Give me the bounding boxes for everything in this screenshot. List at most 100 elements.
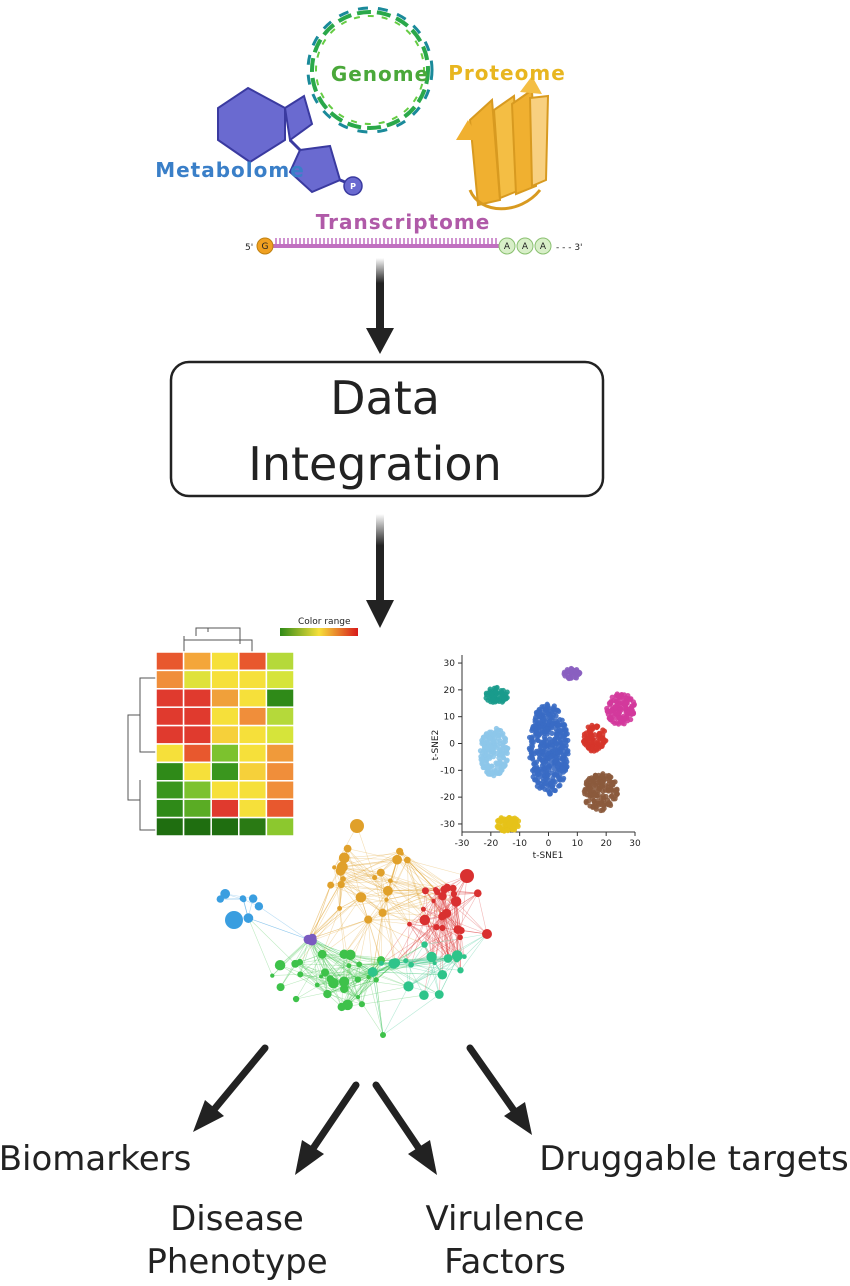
- network-node: [437, 969, 448, 980]
- tsne-point: [553, 740, 559, 746]
- network-edge: [311, 919, 369, 942]
- network-edge: [395, 915, 444, 964]
- tsne-point: [629, 708, 635, 714]
- network-edge: [347, 976, 369, 1006]
- network-edge: [299, 908, 340, 963]
- network-edge: [308, 919, 369, 940]
- network-edge: [382, 994, 440, 1036]
- network-edge: [386, 899, 394, 964]
- tsne-point: [587, 785, 593, 791]
- network-edge: [342, 866, 381, 873]
- tsne-point: [616, 710, 622, 716]
- network-edge: [431, 889, 445, 958]
- network-edge: [347, 954, 351, 1005]
- network-edge: [339, 870, 341, 909]
- tsne-point: [584, 792, 590, 798]
- tsne-point: [487, 736, 493, 742]
- network-edge: [347, 848, 362, 898]
- genome-label: Genome: [331, 62, 429, 86]
- tsne-point: [536, 751, 542, 757]
- tsne-point: [542, 707, 549, 713]
- network-edge: [258, 906, 308, 941]
- heatmap-cell: [210, 669, 240, 690]
- network-node: [426, 951, 437, 963]
- network-edge: [357, 972, 376, 998]
- network-edge: [435, 889, 458, 956]
- heatmap-cell: [210, 651, 240, 672]
- network-edge: [381, 926, 437, 964]
- network-edge: [296, 988, 345, 1000]
- network-edge: [308, 897, 362, 940]
- network-node: [431, 898, 436, 904]
- network-edge: [387, 859, 398, 891]
- network-edge: [357, 963, 382, 998]
- network-edge: [295, 978, 331, 1000]
- network-node: [337, 905, 343, 911]
- tsne-point: [591, 792, 597, 798]
- network-edge: [446, 913, 465, 957]
- network-edge: [409, 923, 432, 958]
- network-edge: [390, 880, 436, 891]
- network-edge: [361, 971, 374, 1005]
- heatmap-cell: [182, 743, 212, 764]
- tsne-y-label: t-SNE2: [431, 730, 441, 761]
- tsne-point: [554, 732, 560, 738]
- tsne-point: [533, 709, 540, 716]
- tsne-y-tick-label: -20: [440, 793, 455, 803]
- network-edge: [405, 958, 449, 961]
- network-edge: [343, 959, 382, 982]
- tsne-point: [621, 715, 627, 721]
- network-edge: [333, 954, 351, 984]
- network-node: [387, 878, 393, 884]
- tsne-point: [556, 783, 562, 789]
- rna-cap-label: G: [262, 242, 269, 252]
- tsne-point: [550, 782, 556, 788]
- network-edge: [312, 908, 340, 939]
- network-edge: [386, 899, 410, 925]
- network-edge: [360, 897, 382, 964]
- network-edge: [279, 964, 328, 995]
- tsne-x-tick-label: 30: [629, 839, 641, 849]
- network-node: [453, 956, 460, 963]
- network-edge: [343, 959, 382, 990]
- tsne-point: [580, 738, 587, 745]
- tsne-x-tick-label: 10: [572, 839, 584, 849]
- network-node: [346, 963, 352, 969]
- tsne-point: [548, 762, 554, 769]
- network-edge: [393, 916, 443, 964]
- tsne-point: [589, 722, 595, 728]
- network-node: [372, 875, 378, 881]
- network-node: [270, 973, 275, 978]
- network-edge: [372, 972, 384, 1036]
- tsne-y-tick-label: 20: [444, 686, 456, 696]
- network-edge: [300, 974, 328, 995]
- network-node: [421, 887, 429, 895]
- rna-strand-icon: [256, 237, 552, 255]
- network-edge: [367, 890, 389, 920]
- network-node: [340, 876, 346, 882]
- network-node: [248, 894, 258, 903]
- outcome-disease-line2: Phenotype: [146, 1242, 327, 1282]
- heatmap-cell: [155, 724, 185, 745]
- tsne-point: [549, 723, 555, 729]
- network-edge: [374, 877, 383, 913]
- tsne-point: [562, 732, 568, 738]
- tsne-point: [489, 770, 495, 776]
- metabolome-label: Metabolome: [155, 158, 305, 182]
- network-node: [433, 923, 440, 931]
- network-edge: [381, 963, 440, 995]
- network-edge: [272, 974, 301, 976]
- network-edge: [390, 880, 425, 921]
- tsne-point: [492, 689, 499, 695]
- tsne-point: [605, 802, 612, 808]
- network-node: [473, 889, 482, 898]
- tsne-point: [560, 769, 567, 775]
- phosphate-label: P: [350, 182, 356, 191]
- network-edge: [382, 912, 396, 963]
- tsne-point: [600, 773, 606, 779]
- tsne-point: [479, 755, 485, 762]
- tsne-point: [558, 737, 564, 743]
- network-edge: [424, 919, 461, 971]
- network-node: [276, 983, 285, 992]
- network-node: [373, 977, 379, 983]
